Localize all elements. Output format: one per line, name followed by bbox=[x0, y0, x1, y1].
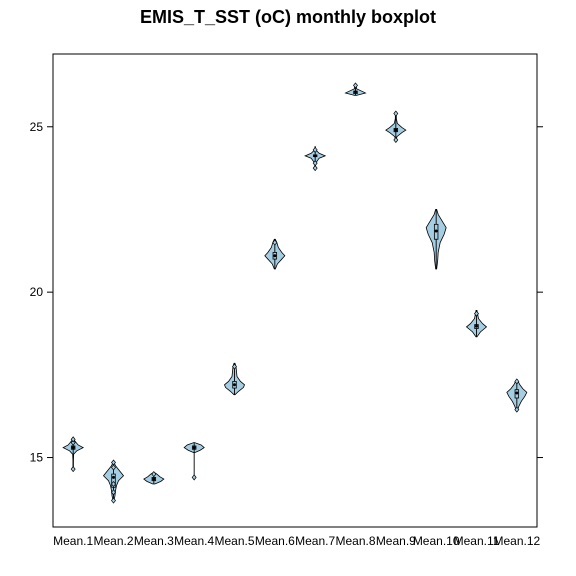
outlier-point bbox=[393, 136, 399, 144]
x-tick-label: Mean.9 bbox=[376, 534, 416, 548]
median-point bbox=[192, 446, 196, 450]
median-point bbox=[394, 128, 398, 132]
violin-group bbox=[143, 471, 165, 485]
median-point bbox=[273, 254, 277, 258]
violin-group bbox=[183, 442, 205, 481]
outlier-point bbox=[474, 310, 479, 317]
outlier-point bbox=[111, 489, 116, 496]
outlier-point bbox=[70, 439, 76, 446]
outlier-point bbox=[232, 363, 237, 370]
outlier-point bbox=[70, 436, 76, 443]
x-tick-label: Mean.3 bbox=[134, 534, 174, 548]
violin-group bbox=[344, 82, 367, 96]
x-tick-label: Mean.2 bbox=[93, 534, 133, 548]
median-point bbox=[112, 475, 115, 479]
x-tick-label: Mean.8 bbox=[335, 534, 375, 548]
x-tick-label: Mean.5 bbox=[214, 534, 254, 548]
series-layer bbox=[62, 82, 528, 504]
median-point bbox=[71, 446, 75, 450]
median-point bbox=[152, 477, 156, 481]
x-tick-label: Mean.10 bbox=[413, 534, 460, 548]
outlier-point bbox=[191, 474, 197, 481]
median-point bbox=[354, 90, 357, 94]
y-tick-label: 20 bbox=[30, 285, 44, 299]
violin-group bbox=[506, 378, 528, 413]
outlier-point bbox=[272, 239, 278, 246]
y-tick-label: 15 bbox=[30, 451, 44, 465]
outlier-point bbox=[151, 471, 157, 478]
median-point bbox=[434, 229, 438, 233]
outlier-point bbox=[514, 378, 520, 385]
median-point bbox=[233, 383, 236, 387]
outlier-point bbox=[312, 160, 318, 167]
x-axis: Mean.1 Mean.2 Mean.3 Mean.4 Mean.5 Mean.6 Mean… bbox=[53, 534, 540, 548]
outlier-point bbox=[353, 82, 358, 89]
outlier-point bbox=[312, 146, 318, 153]
median-point bbox=[475, 324, 478, 328]
outlier-point bbox=[111, 459, 116, 466]
x-tick-label: Mean.12 bbox=[493, 534, 540, 548]
outlier-point bbox=[514, 406, 520, 413]
outlier-point bbox=[70, 466, 76, 473]
x-tick-label: Mean.4 bbox=[174, 534, 214, 548]
y-tick-label: 25 bbox=[30, 120, 44, 134]
chart-title: EMIS_T_SST (oC) monthly boxplot bbox=[140, 7, 436, 27]
x-tick-label: Mean.6 bbox=[255, 534, 295, 548]
x-tick-label: Mean.1 bbox=[53, 534, 93, 548]
violin-group bbox=[465, 309, 488, 338]
median-point bbox=[313, 154, 317, 158]
x-tick-label: Mean.11 bbox=[454, 534, 500, 548]
y-axis: 15 20 25 bbox=[30, 120, 543, 465]
outlier-point bbox=[111, 464, 116, 471]
violin-group bbox=[62, 436, 85, 473]
box bbox=[111, 473, 116, 488]
violin-group bbox=[385, 110, 407, 144]
violin-group bbox=[304, 146, 327, 172]
outlier-point bbox=[111, 480, 116, 488]
outlier-point bbox=[393, 110, 399, 117]
x-tick-label: Mean.7 bbox=[295, 534, 335, 548]
outlier-point bbox=[111, 497, 116, 504]
outlier-point bbox=[312, 165, 318, 172]
violin-group bbox=[102, 459, 125, 504]
violin-group bbox=[264, 238, 286, 270]
violin-group bbox=[425, 209, 447, 270]
median-point bbox=[515, 391, 519, 395]
violin-group bbox=[224, 362, 245, 396]
plot-frame bbox=[52, 53, 538, 528]
